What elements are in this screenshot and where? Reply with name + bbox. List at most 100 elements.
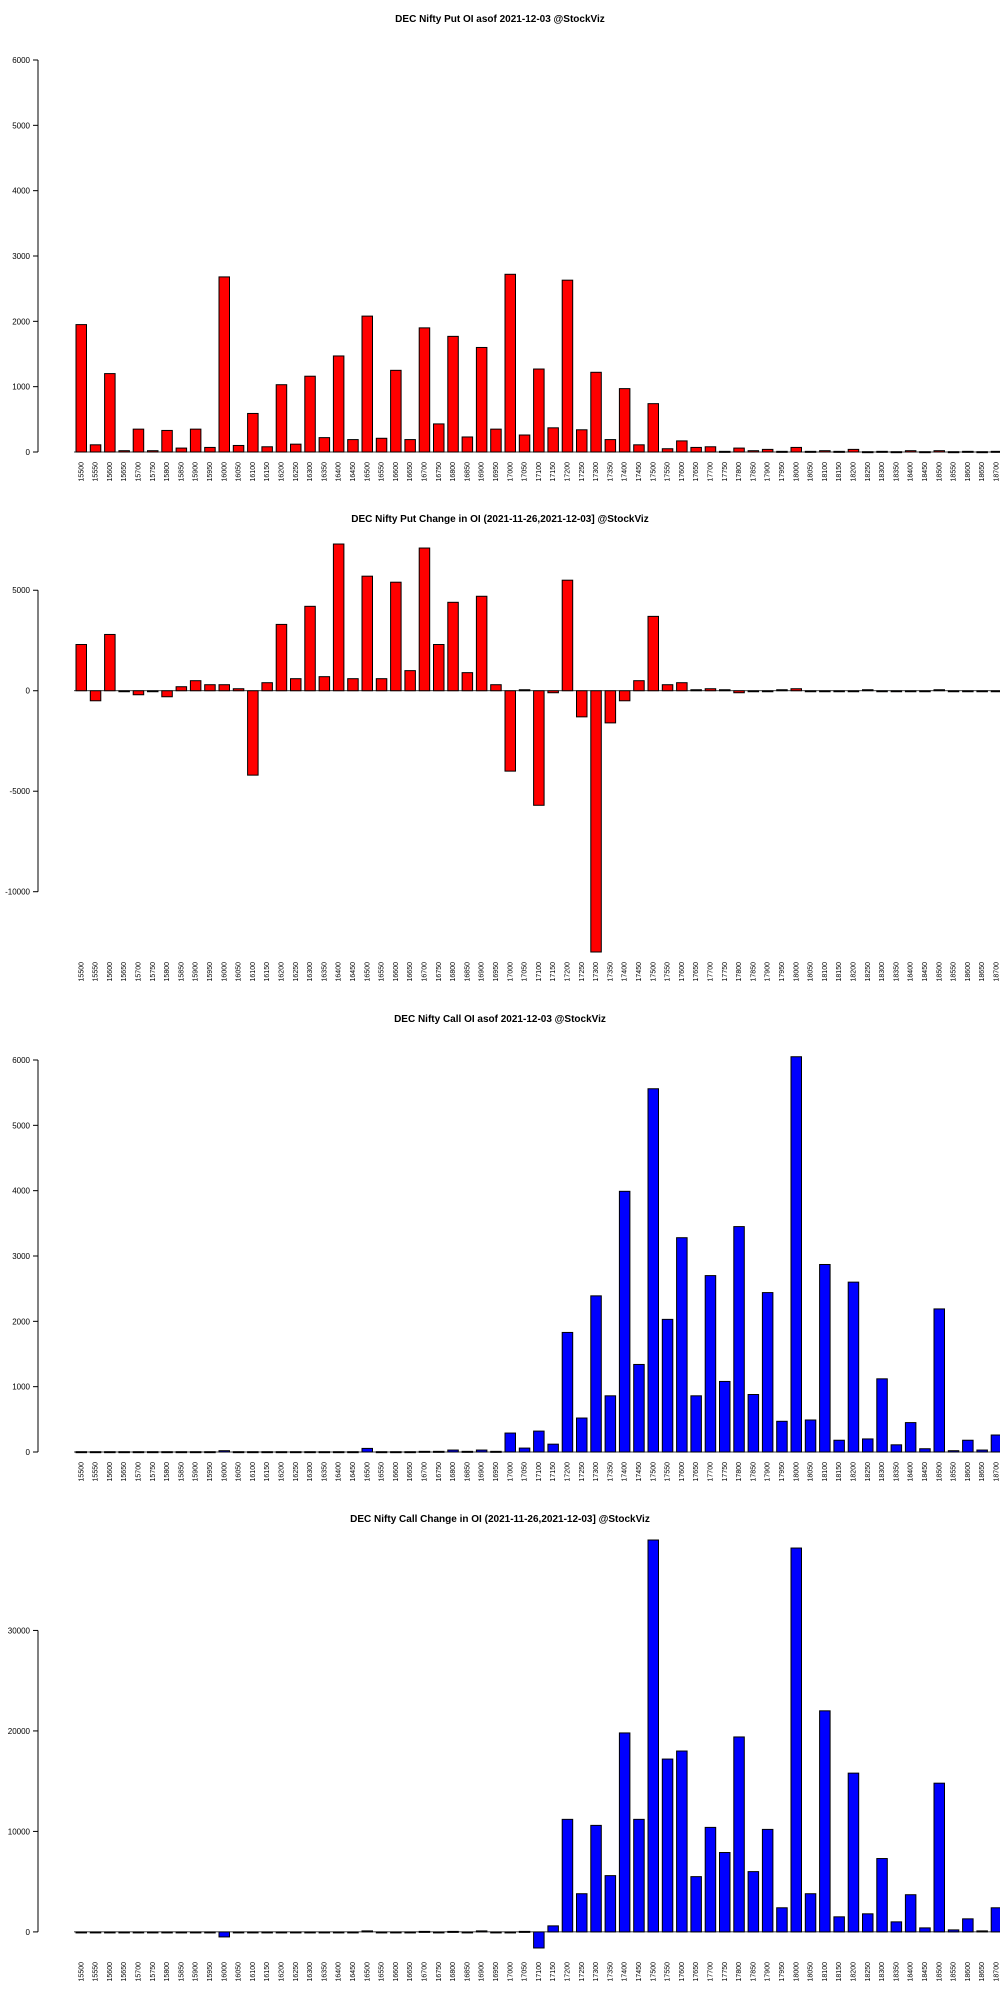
bar-17000 [504,1432,516,1453]
x-tick-label: 17900 [765,462,772,482]
x-tick-label: 15700 [135,462,142,482]
x-tick-label: 16350 [321,1462,328,1482]
y-tick-label: 0 [26,448,31,457]
bar-17750 [719,1380,731,1453]
x-tick-label: 17100 [536,462,543,482]
bar-16400 [332,1931,345,1934]
x-tick-label: 15900 [193,1962,200,1982]
bar-17400 [618,690,631,702]
bar-18100 [819,690,831,693]
bar-16900 [475,1449,488,1453]
bar-17300 [590,1824,602,1933]
bar-16100 [247,690,259,776]
bar-17850 [747,1394,760,1453]
x-tick-label: 16400 [336,1462,343,1482]
bar-16100 [247,412,259,453]
bar-16300 [304,1451,316,1454]
x-tick-label: 16650 [407,1462,414,1482]
x-tick-label: 15800 [164,1962,171,1982]
x-tick-label: 18600 [965,1962,972,1982]
bar-16000 [218,684,230,692]
bar-17100 [533,368,545,453]
bar-16000 [218,1450,230,1453]
x-tick-label: 18150 [836,962,843,982]
bar-15600 [104,373,116,453]
x-tick-label: 16400 [336,1962,343,1982]
x-tick-label: 17150 [550,1962,557,1982]
bar-16400 [332,543,345,692]
x-tick-label: 17050 [522,1462,529,1482]
x-tick-label: 18200 [850,1962,857,1982]
x-tick-label: 16300 [307,462,314,482]
bar-17250 [576,429,588,453]
x-tick-label: 16350 [321,1962,328,1982]
bar-18200 [847,690,860,693]
bar-16500 [361,315,373,453]
bar-15700 [132,428,145,453]
bar-17250 [576,690,588,718]
bar-18150 [833,1439,845,1453]
bar-17450 [633,680,645,692]
x-tick-label: 17200 [564,1462,571,1482]
x-tick-label: 18150 [836,462,843,482]
y-tick-label: 5000 [12,1121,30,1130]
x-tick-label: 17050 [522,1962,529,1982]
x-tick-label: 16750 [436,462,443,482]
bar-17550 [661,684,674,692]
y-tick-label: -10000 [5,888,30,897]
x-tick-label: 16650 [407,462,414,482]
x-tick-label: 15800 [164,462,171,482]
bar-16150 [261,1931,273,1934]
x-tick-label: 17200 [564,1962,571,1982]
call-change-oi-plot: 0 10000 20000 30000 15500 15550 15600 15650 1570… [8,1539,1000,1982]
x-tick-label: 17750 [722,462,729,482]
bar-17350 [604,690,617,724]
bar-17500 [647,1539,659,1933]
bar-17950 [776,450,788,453]
x-tick-label: 15850 [178,462,185,482]
bar-16850 [461,672,474,692]
bar-17300 [590,1295,602,1453]
x-tick-label: 17500 [650,462,657,482]
bar-15650 [118,690,130,693]
x-tick-label: 17950 [779,962,786,982]
bar-15800 [161,690,173,698]
x-tick-label: 17150 [550,962,557,982]
x-tick-label: 18450 [922,962,929,982]
x-tick-label: 17000 [507,462,514,482]
bar-18500 [933,1782,945,1933]
x-tick-label: 16150 [264,962,271,982]
x-tick-label: 15550 [93,462,100,482]
bar-15750 [147,1451,159,1454]
x-tick-label: 17450 [636,962,643,982]
bar-17100 [533,1430,545,1453]
x-tick-label: 17350 [607,962,614,982]
bar-15950 [204,684,216,692]
x-tick-label: 16050 [236,1962,243,1982]
bar-18550 [947,451,960,454]
y-tick-label: 5000 [12,121,30,130]
bar-17800 [733,447,745,453]
x-tick-label: 16100 [250,1962,257,1982]
bar-18300 [876,450,888,453]
bar-18650 [976,451,988,454]
bar-16500 [361,575,373,692]
bar-16950 [490,1450,502,1453]
x-tick-label: 17050 [522,962,529,982]
x-tick-label: 16350 [321,462,328,482]
bar-16950 [490,1931,502,1934]
y-tick-label: -5000 [10,787,31,796]
bar-16250 [290,443,302,453]
bar-17050 [518,1447,531,1453]
bar-18100 [819,1263,831,1453]
x-tick-label: 18050 [808,962,815,982]
x-tick-label: 17800 [736,962,743,982]
x-tick-label: 15900 [193,962,200,982]
bar-18350 [890,690,903,693]
x-tick-label: 17350 [607,1462,614,1482]
bar-17850 [747,690,760,693]
x-tick-label: 16550 [379,962,386,982]
x-tick-label: 15750 [150,1962,157,1982]
x-tick-label: 17150 [550,1462,557,1482]
